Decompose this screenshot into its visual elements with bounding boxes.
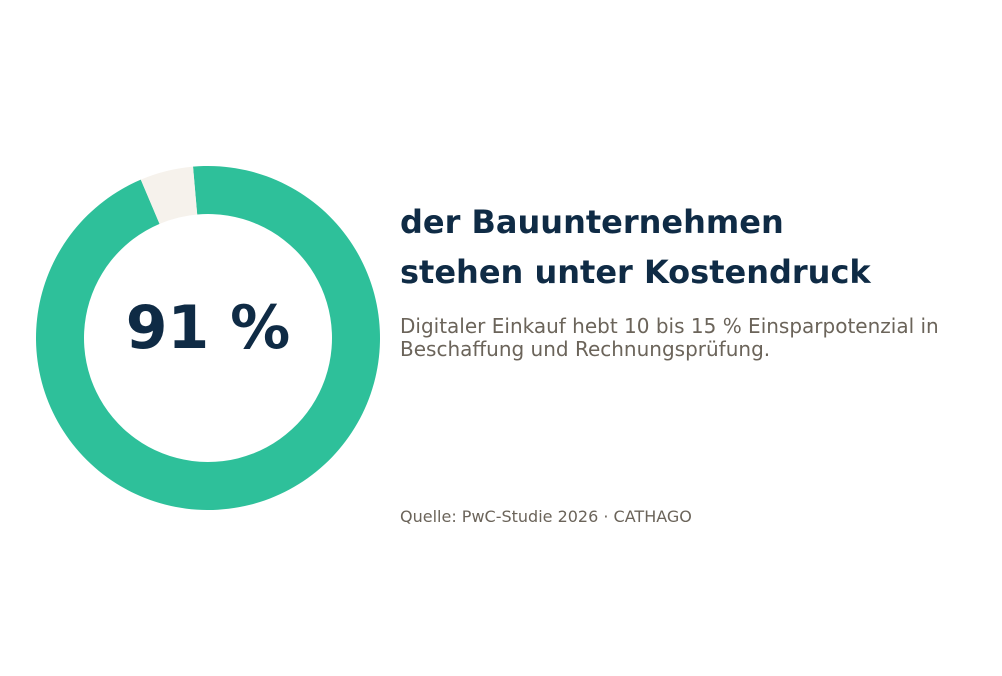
headline-line-1: der Bauunternehmen <box>400 203 784 241</box>
donut-chart <box>36 166 381 510</box>
donut-slice-rest <box>140 166 198 224</box>
headline-line-2: stehen unter Kostendruck <box>400 253 871 291</box>
subtext: Digitaler Einkauf hebt 10 bis 15 % Einsp… <box>400 314 939 361</box>
source-note: Quelle: PwC-Studie 2026 · CATHAGO <box>400 507 692 526</box>
percentage-value: 91 % <box>125 293 291 363</box>
